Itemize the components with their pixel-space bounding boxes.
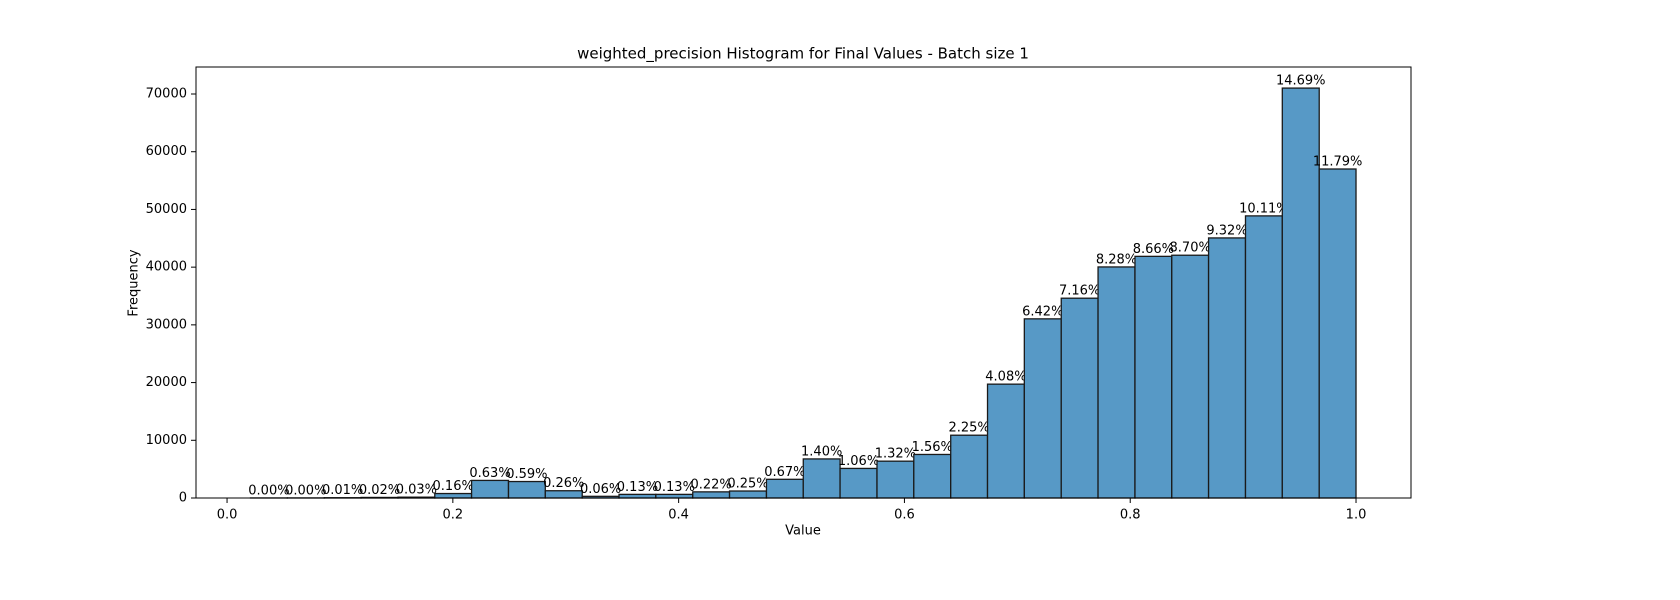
bar-label: 6.42% <box>1022 304 1063 319</box>
bar-label: 0.06% <box>580 482 621 497</box>
bar <box>1318 168 1357 499</box>
bar-label: 8.66% <box>1133 242 1174 257</box>
x-tick-label: 0.0 <box>217 508 238 523</box>
bar <box>1097 266 1136 499</box>
bar-label: 9.32% <box>1206 223 1247 238</box>
x-axis-label: Value <box>785 524 821 539</box>
bar-label: 1.40% <box>801 444 842 459</box>
bar <box>802 458 841 499</box>
bar-label: 0.00% <box>285 483 326 498</box>
bar <box>876 460 915 499</box>
bar <box>655 493 694 499</box>
bar-label: 14.69% <box>1276 74 1326 89</box>
y-tick-label: 20000 <box>146 375 187 390</box>
bar-label: 1.56% <box>912 440 953 455</box>
bar <box>986 383 1025 499</box>
x-tick-label: 0.2 <box>442 508 463 523</box>
bar <box>692 491 731 499</box>
bar <box>1060 297 1099 499</box>
bar-label: 10.11% <box>1239 201 1289 216</box>
bar <box>913 453 952 499</box>
bar-label: 0.16% <box>433 479 474 494</box>
bar <box>434 492 473 499</box>
bar <box>470 479 510 499</box>
y-tick-label: 10000 <box>146 433 187 448</box>
bar-label: 0.13% <box>654 480 695 495</box>
y-tick-label: 0 <box>179 491 187 506</box>
bar-label: 7.16% <box>1059 284 1100 299</box>
y-tick-label: 60000 <box>146 144 187 159</box>
bar-label: 0.13% <box>617 480 658 495</box>
bar-label: 0.01% <box>322 483 363 498</box>
bar <box>544 490 583 499</box>
chart-title: weighted_precision Histogram for Final V… <box>577 45 1029 64</box>
bar <box>839 467 878 499</box>
bar <box>765 478 804 499</box>
bar-label: 8.28% <box>1096 252 1137 267</box>
bar <box>1023 318 1062 499</box>
bar-label: 11.79% <box>1313 155 1363 170</box>
bar <box>1134 255 1173 499</box>
bar-label: 1.32% <box>875 447 916 462</box>
bar <box>1244 215 1283 499</box>
y-tick-label: 30000 <box>146 317 187 332</box>
bar-label: 2.25% <box>948 421 989 436</box>
bar <box>1281 87 1320 499</box>
bar <box>728 490 768 499</box>
y-axis-label: Frequency <box>127 249 142 316</box>
bar-label: 0.59% <box>506 467 547 482</box>
bar <box>507 480 546 499</box>
bar-label: 4.08% <box>985 370 1026 385</box>
bar-label: 0.03% <box>396 483 437 498</box>
bar-label: 0.00% <box>248 483 289 498</box>
x-tick-label: 1.0 <box>1346 508 1367 523</box>
bar-label: 0.67% <box>764 465 805 480</box>
bar-label: 8.70% <box>1170 241 1211 256</box>
bar <box>1207 237 1247 499</box>
bar-label: 0.25% <box>727 477 768 492</box>
bar <box>950 434 989 499</box>
x-tick-label: 0.8 <box>1120 508 1141 523</box>
bar-label: 0.26% <box>543 476 584 491</box>
bar <box>1171 254 1210 499</box>
bar <box>618 493 657 499</box>
axes-frame <box>195 66 1412 499</box>
y-tick-label: 40000 <box>146 260 187 275</box>
y-tick-label: 70000 <box>146 87 187 102</box>
bar-label: 0.22% <box>690 477 731 492</box>
bar-label: 1.06% <box>838 454 879 469</box>
bar-label: 0.63% <box>469 466 510 481</box>
x-tick-label: 0.4 <box>668 508 689 523</box>
y-tick-label: 50000 <box>146 202 187 217</box>
bar-label: 0.02% <box>359 483 400 498</box>
x-tick-label: 0.6 <box>894 508 915 523</box>
